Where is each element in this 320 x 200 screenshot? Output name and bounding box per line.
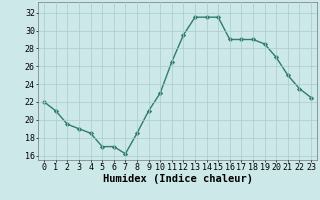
X-axis label: Humidex (Indice chaleur): Humidex (Indice chaleur): [103, 174, 252, 184]
